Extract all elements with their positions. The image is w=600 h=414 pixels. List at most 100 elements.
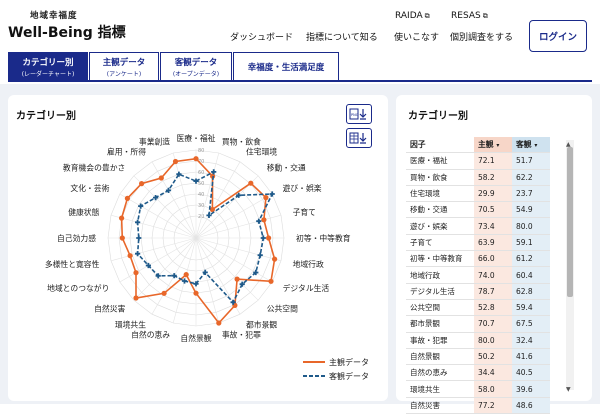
data-point-objective[interactable] — [153, 195, 159, 201]
radar-chart: 20 30 40 50 60 70 80 医療・福祉 買物・飲食住宅環境移動・交通遊び・娯楽子… — [45, 133, 351, 343]
data-point-objective[interactable] — [181, 278, 188, 284]
legend-item-subjective[interactable]: 主観データ — [303, 355, 369, 369]
radar-spoke — [195, 152, 220, 239]
nav-usage-link[interactable]: 使いこなす — [394, 33, 440, 43]
legend-item-objective[interactable]: 客観データ — [303, 369, 369, 383]
data-point-objective[interactable] — [211, 169, 217, 175]
table-row: デジタル生活 78.7 62.8 — [406, 283, 550, 300]
radar-tick-label: 20 — [198, 214, 204, 220]
data-point-objective[interactable] — [136, 235, 142, 241]
column-header-subjective[interactable]: 主観 ▾ — [474, 137, 512, 154]
data-point-subjective[interactable] — [161, 290, 167, 296]
data-point-objective[interactable] — [206, 212, 212, 218]
data-point-subjective[interactable] — [193, 156, 199, 162]
scroll-down-icon[interactable]: ▼ — [566, 386, 571, 393]
data-point-subjective[interactable] — [272, 256, 278, 262]
data-point-subjective[interactable] — [158, 175, 164, 181]
png-download-button[interactable]: PNG — [346, 104, 372, 124]
data-point-subjective[interactable] — [133, 270, 139, 276]
data-point-objective[interactable] — [253, 269, 259, 276]
row-subjective-value: 70.5 — [474, 201, 512, 219]
data-point-subjective[interactable] — [193, 290, 199, 296]
data-point-subjective[interactable] — [261, 217, 267, 223]
row-subjective-value: 70.7 — [474, 315, 512, 333]
data-point-objective[interactable] — [260, 235, 266, 241]
data-point-objective[interactable] — [269, 191, 275, 197]
radar-axis-label: 公共空間 — [267, 304, 298, 314]
data-point-subjective[interactable] — [248, 180, 254, 186]
data-point-subjective[interactable] — [234, 276, 240, 282]
radar-spoke — [195, 214, 282, 239]
data-point-objective[interactable] — [256, 218, 262, 224]
radar-axis-label: 自己効力感 — [57, 233, 96, 243]
data-point-objective[interactable] — [145, 262, 151, 269]
table-download-button[interactable] — [346, 128, 372, 148]
radar-axis-label: 雇用・所得 — [107, 146, 146, 156]
login-button[interactable]: ログイン — [529, 20, 587, 52]
radar-axis-label: 都市景観 — [246, 320, 277, 330]
data-point-objective[interactable] — [171, 273, 177, 279]
data-point-objective[interactable] — [257, 252, 263, 258]
data-point-subjective[interactable] — [124, 195, 130, 201]
tab-subjective[interactable]: 主観データ (アンケート) — [89, 52, 159, 80]
row-subjective-value: 77.2 — [474, 397, 512, 414]
data-point-subjective[interactable] — [183, 272, 189, 278]
radar-spoke — [172, 152, 197, 239]
column-header-objective[interactable]: 客観 ▾ — [512, 137, 550, 154]
radar-spoke — [195, 237, 273, 283]
table-download-icon — [349, 132, 367, 144]
data-point-objective[interactable] — [202, 269, 208, 275]
table-header-row: 因子 主観 ▾ 客観 ▾ — [406, 137, 550, 154]
data-point-objective[interactable] — [239, 281, 245, 287]
table-row: 地域行政 74.0 60.4 — [406, 266, 550, 284]
data-point-subjective[interactable] — [139, 181, 145, 187]
series-line-objective — [136, 170, 274, 304]
row-objective-value: 80.0 — [512, 217, 550, 235]
tab-bar: カテゴリー別 (レーダーチャート) 主観データ (アンケート) 客観データ (オ… — [8, 52, 592, 82]
data-point-subjective[interactable] — [266, 235, 272, 241]
data-point-subjective[interactable] — [268, 278, 274, 284]
data-point-subjective[interactable] — [127, 253, 133, 259]
data-point-objective[interactable] — [165, 187, 172, 193]
data-point-objective[interactable] — [135, 251, 141, 257]
row-factor: 事故・犯罪 — [406, 332, 474, 349]
data-point-objective[interactable] — [138, 203, 144, 209]
radar-series — [119, 156, 278, 326]
tab-objective-sub: (オープンデータ) — [172, 71, 220, 78]
scroll-up-icon[interactable]: ▲ — [566, 141, 571, 148]
tab-category[interactable]: カテゴリー別 (レーダーチャート) — [8, 52, 88, 80]
data-point-subjective[interactable] — [172, 158, 179, 165]
data-point-objective[interactable] — [193, 281, 199, 287]
data-point-subjective[interactable] — [209, 206, 215, 213]
nav-about-link[interactable]: 指標について知る — [306, 33, 378, 43]
radar-axis-label: 医療・福祉 — [177, 133, 216, 143]
row-subjective-value: 74.0 — [474, 266, 512, 284]
data-point-objective[interactable] — [155, 273, 161, 279]
radar-tick-label: 70 — [198, 159, 204, 165]
row-factor: 買物・飲食 — [406, 169, 474, 186]
nav-dashboard-link[interactable]: ダッシュボード — [230, 33, 294, 43]
radar-axis-label: 遊び・娯楽 — [283, 183, 322, 193]
nav-resas-link[interactable]: RESAS ⧉ — [451, 11, 488, 21]
tab-objective[interactable]: 客観データ (オープンデータ) — [160, 52, 232, 80]
external-link-icon: ⧉ — [424, 12, 430, 20]
chart-legend: 主観データ 客観データ — [303, 355, 369, 383]
data-point-objective[interactable] — [135, 219, 141, 225]
data-point-subjective[interactable] — [263, 195, 269, 201]
nav-raida-link[interactable]: RAIDA ⧉ — [395, 11, 430, 21]
radar-spoke — [195, 193, 273, 239]
nav-survey-link[interactable]: 個別調査をする — [450, 33, 514, 43]
row-objective-value: 39.6 — [512, 380, 550, 398]
data-point-objective[interactable] — [193, 178, 199, 184]
data-point-subjective[interactable] — [119, 235, 125, 241]
data-point-objective[interactable] — [230, 299, 236, 305]
logo-title[interactable]: Well-Being 指標 — [8, 25, 126, 41]
tab-happiness[interactable]: 幸福度・生活満足度 — [233, 52, 339, 80]
data-point-subjective[interactable] — [216, 320, 222, 326]
row-objective-value: 54.9 — [512, 201, 550, 219]
data-point-subjective[interactable] — [133, 295, 139, 301]
table-scrollbar-thumb[interactable] — [567, 147, 573, 297]
data-point-subjective[interactable] — [119, 215, 125, 221]
data-point-objective[interactable] — [236, 192, 242, 198]
data-point-objective[interactable] — [176, 171, 182, 177]
